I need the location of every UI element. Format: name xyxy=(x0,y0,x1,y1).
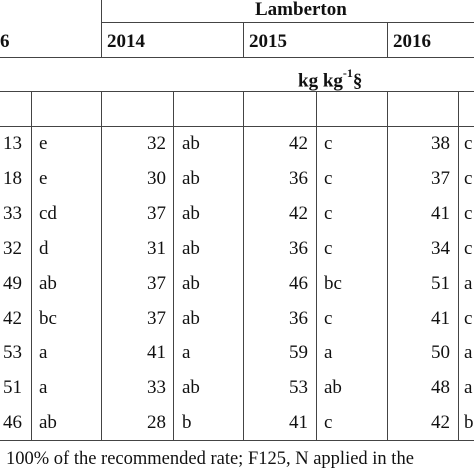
cell-letter: d xyxy=(39,238,49,259)
cell-value: 42 xyxy=(289,133,308,154)
cell-value: 46 xyxy=(289,273,308,294)
cell-value: 18 xyxy=(3,168,22,189)
cell-letter: cd xyxy=(39,203,57,224)
year-header-2015: 2015 xyxy=(249,31,287,52)
cell-value: 48 xyxy=(431,377,450,398)
year-header-2014: 2014 xyxy=(107,31,145,52)
cell-value: 59 xyxy=(289,342,308,363)
cell-letter: c xyxy=(324,133,333,154)
cell-letter: ab xyxy=(39,273,57,294)
rule-v-col xyxy=(243,91,244,440)
cell-letter: a xyxy=(182,342,191,363)
cell-value: 36 xyxy=(289,168,308,189)
cell-letter: c xyxy=(324,412,333,433)
cell-letter: bc xyxy=(39,308,57,329)
cell-letter: bc xyxy=(324,273,342,294)
rule-top-site xyxy=(101,22,474,23)
cell-value: 36 xyxy=(289,308,308,329)
cell-value: 32 xyxy=(147,133,166,154)
cell-value: 53 xyxy=(289,377,308,398)
rule-v-col xyxy=(173,91,174,440)
cell-value: 51 xyxy=(3,377,22,398)
cell-letter: a xyxy=(39,377,48,398)
cell-value: 41 xyxy=(431,203,450,224)
cell-value: 37 xyxy=(431,168,450,189)
units-header: kg kg-1§ xyxy=(298,64,362,92)
cell-letter: c xyxy=(324,168,333,189)
cell-letter: c xyxy=(464,308,473,329)
cell-value: 36 xyxy=(289,238,308,259)
cell-letter: ab xyxy=(182,238,200,259)
cell-value: 41 xyxy=(147,342,166,363)
cell-value: 31 xyxy=(147,238,166,259)
cell-letter: c xyxy=(464,168,473,189)
prev-year-fragment: 6 xyxy=(0,31,10,52)
footnote: 100% of the recommended rate; F125, N ap… xyxy=(6,449,414,469)
cell-value: 37 xyxy=(147,273,166,294)
cell-letter: ab xyxy=(182,308,200,329)
rule-under-units xyxy=(0,91,474,92)
rule-under-blank-row xyxy=(0,126,474,127)
units-mark: § xyxy=(352,70,363,92)
cell-letter: a xyxy=(464,273,473,294)
cell-letter: c xyxy=(324,308,333,329)
rule-under-years xyxy=(0,57,474,58)
cell-value: 42 xyxy=(3,308,22,329)
cell-value: 32 xyxy=(3,238,22,259)
cell-letter: ab xyxy=(182,203,200,224)
cell-value: 13 xyxy=(3,133,22,154)
cell-value: 37 xyxy=(147,308,166,329)
units-superscript: -1 xyxy=(342,66,353,80)
cell-letter: c xyxy=(464,238,473,259)
rule-v-col xyxy=(458,91,459,440)
cell-value: 41 xyxy=(289,412,308,433)
cell-value: 42 xyxy=(289,203,308,224)
cell-value: 50 xyxy=(431,342,450,363)
site-header: Lamberton xyxy=(255,0,347,20)
cell-value: 30 xyxy=(147,168,166,189)
cell-value: 49 xyxy=(3,273,22,294)
cell-value: 41 xyxy=(431,308,450,329)
rule-v-2016-left xyxy=(387,23,388,57)
cell-letter: a xyxy=(464,377,473,398)
cell-letter: e xyxy=(39,168,48,189)
cell-letter: ab xyxy=(182,273,200,294)
cell-value: 33 xyxy=(147,377,166,398)
units-label: kg kg xyxy=(298,70,343,92)
rule-table-bottom xyxy=(0,440,474,441)
cell-value: 37 xyxy=(147,203,166,224)
cell-value: 51 xyxy=(431,273,450,294)
cell-letter: ab xyxy=(324,377,342,398)
rule-v-site-left xyxy=(101,0,102,57)
cell-letter: c xyxy=(464,133,473,154)
year-header-2016: 2016 xyxy=(393,31,431,52)
cell-value: 33 xyxy=(3,203,22,224)
rule-v-col xyxy=(31,91,32,440)
cell-letter: a xyxy=(39,342,48,363)
cell-letter: b xyxy=(182,412,192,433)
cell-value: 38 xyxy=(431,133,450,154)
cell-value: 28 xyxy=(147,412,166,433)
rule-v-col xyxy=(101,91,102,440)
cell-letter: e xyxy=(39,133,48,154)
cell-letter: c xyxy=(464,203,473,224)
cell-letter: ab xyxy=(39,412,57,433)
cell-value: 42 xyxy=(431,412,450,433)
cell-letter: b xyxy=(464,412,474,433)
rule-v-col xyxy=(316,91,317,440)
cell-value: 46 xyxy=(3,412,22,433)
cell-letter: a xyxy=(324,342,333,363)
rule-v-col xyxy=(387,91,388,440)
cell-letter: ab xyxy=(182,133,200,154)
rule-v-2015-left xyxy=(243,23,244,57)
cell-value: 34 xyxy=(431,238,450,259)
cell-letter: c xyxy=(324,238,333,259)
cell-value: 53 xyxy=(3,342,22,363)
cell-letter: ab xyxy=(182,168,200,189)
cell-letter: c xyxy=(324,203,333,224)
cell-letter: ab xyxy=(182,377,200,398)
cell-letter: a xyxy=(464,342,473,363)
